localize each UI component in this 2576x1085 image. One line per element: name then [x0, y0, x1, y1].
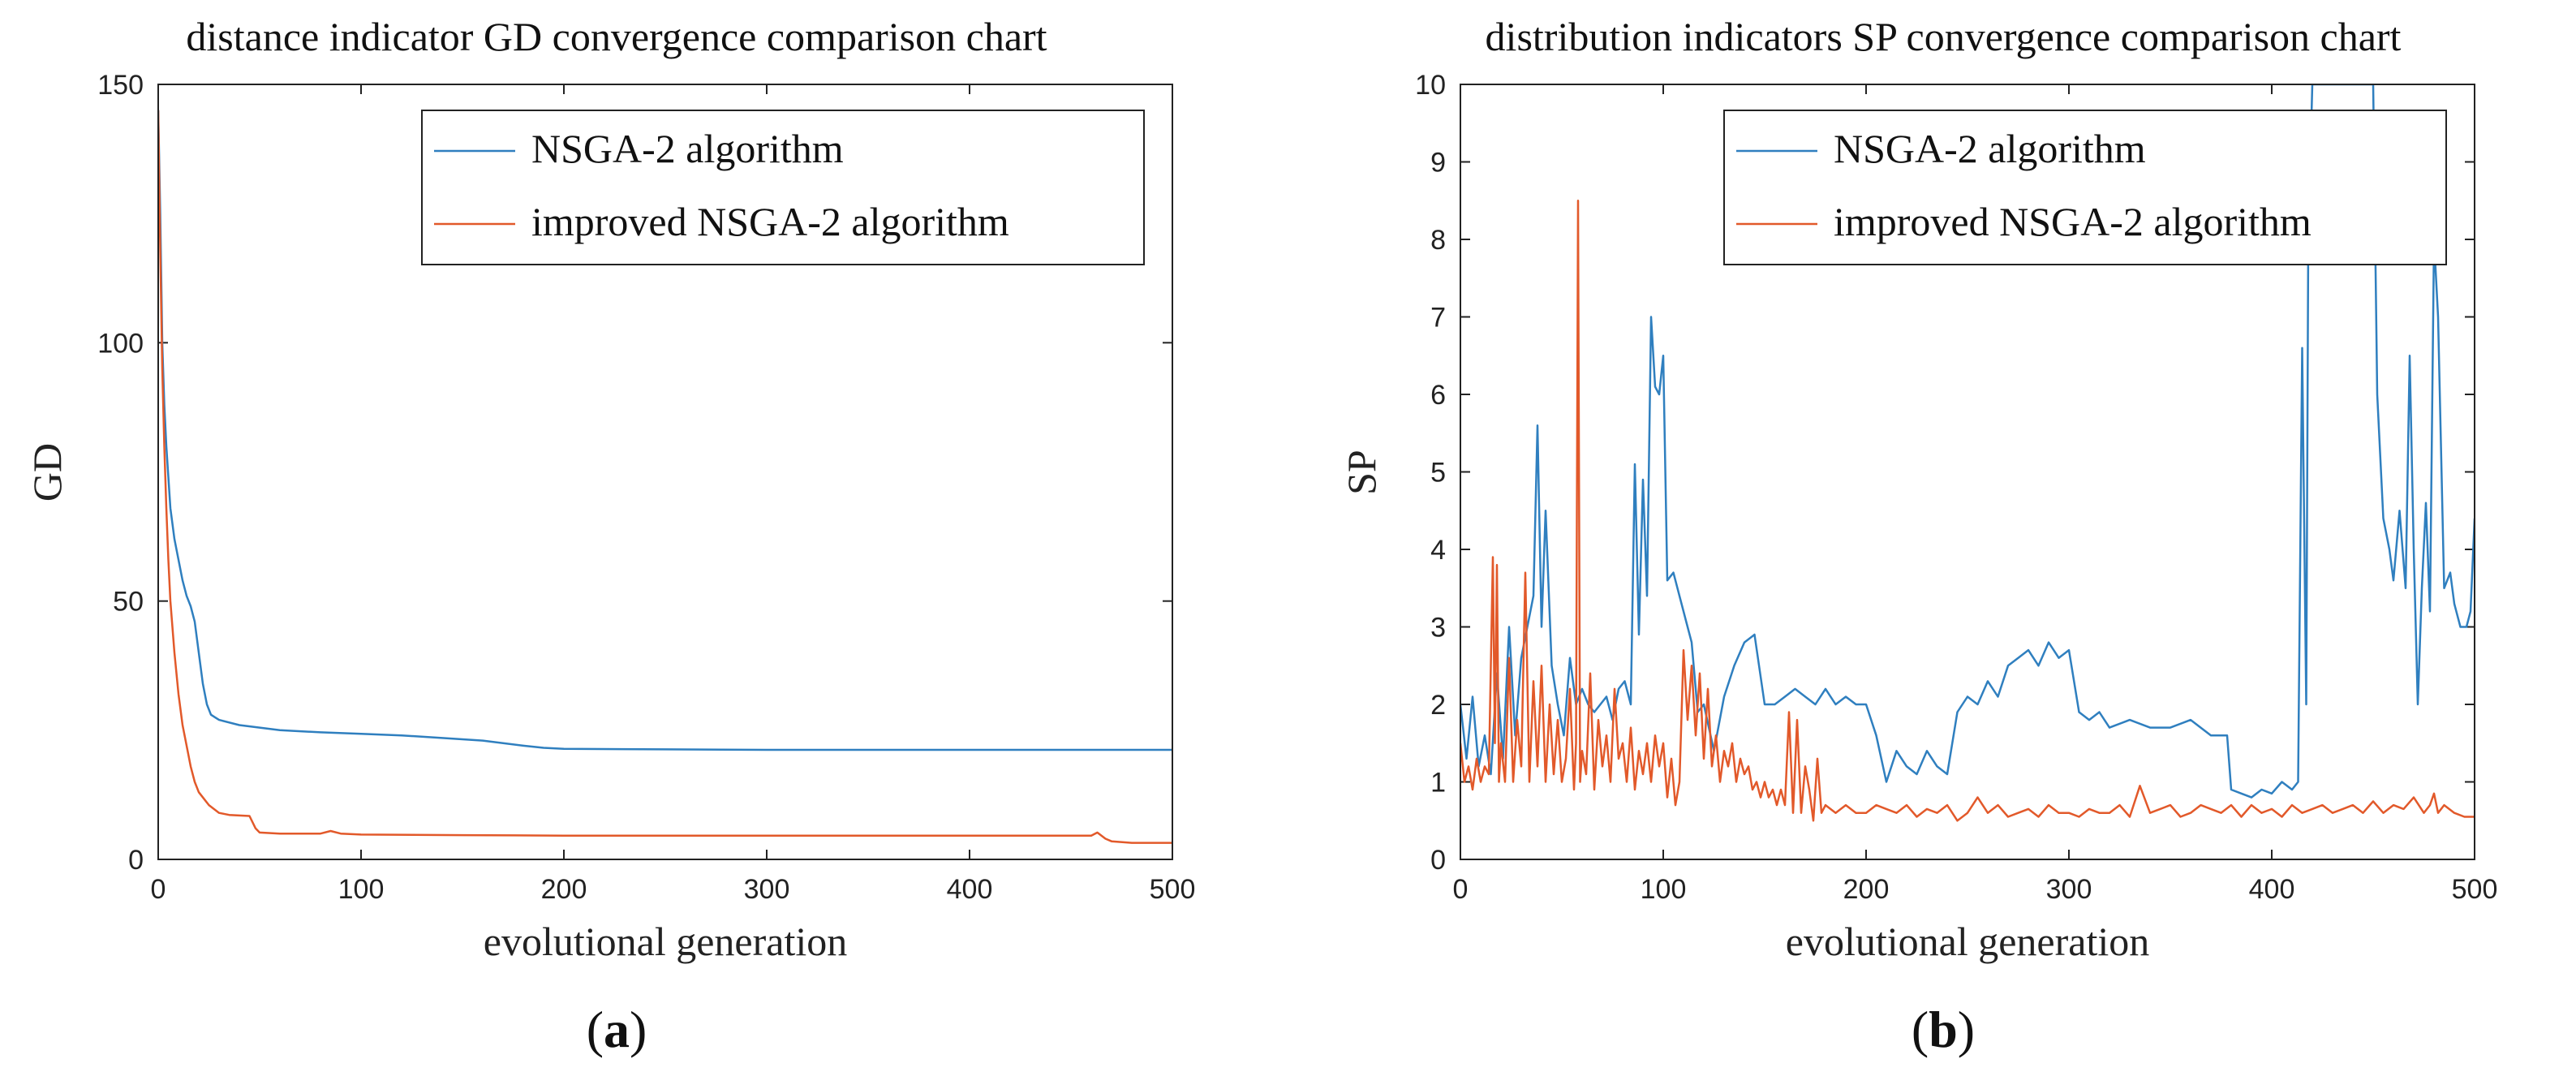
legend-box: [1723, 110, 2447, 265]
chart-title: distance indicator GD convergence compar…: [186, 14, 1047, 59]
x-tick-label: 300: [744, 874, 790, 905]
chart-title: distribution indicators SP convergence c…: [1486, 14, 2402, 59]
y-tick-label: 2: [1430, 690, 1446, 721]
chart-panel-a: distance indicator GD convergence compar…: [24, 14, 1195, 1058]
legend: NSGA-2 algorithm improved NSGA-2 algorit…: [1723, 110, 2447, 265]
y-tick-label: 9: [1430, 148, 1446, 179]
plot-area: [157, 84, 1173, 860]
panel-label-close: ): [1958, 1001, 1975, 1058]
y-tick-label: 0: [1430, 845, 1446, 876]
y-tick-label: 1: [1430, 768, 1446, 799]
x-tick-label: 400: [2249, 874, 2295, 905]
panel-label-close: ): [630, 1001, 647, 1058]
y-tick-label: 50: [113, 587, 144, 618]
plot-area: [1460, 84, 2475, 860]
y-tick-label: 7: [1430, 303, 1446, 334]
y-axis-label: GD: [24, 443, 70, 502]
x-tick-label: 0: [1453, 874, 1469, 905]
x-tick-label: 0: [151, 874, 166, 905]
legend-label-improved: improved NSGA-2 algorithm: [531, 199, 1009, 244]
y-tick-label: 6: [1430, 380, 1446, 411]
legend-label-nsga2: NSGA-2 algorithm: [1834, 126, 2146, 171]
x-tick-label: 100: [338, 874, 385, 905]
panel-label: (a): [587, 1001, 647, 1058]
x-tick-label: 100: [1641, 874, 1687, 905]
x-tick-label: 400: [947, 874, 993, 905]
series-line-nsga2: [158, 110, 1172, 751]
y-tick-label: 0: [128, 845, 144, 876]
x-tick-label: 500: [1150, 874, 1196, 905]
x-axis-label: evolutional generation: [1786, 919, 2149, 964]
x-tick-label: 200: [1843, 874, 1890, 905]
y-axis-label: SP: [1339, 450, 1384, 495]
panel-label-open: (: [587, 1001, 604, 1058]
legend-label-improved: improved NSGA-2 algorithm: [1834, 199, 2312, 244]
x-axis-label: evolutional generation: [484, 919, 847, 964]
panel-label-open: (: [1912, 1001, 1929, 1058]
y-tick-label: 10: [1415, 70, 1446, 101]
y-tick-label: 5: [1430, 458, 1446, 489]
series-line-nsga2: [1460, 84, 2475, 799]
y-tick-label: 3: [1430, 613, 1446, 644]
series-line-improved: [158, 110, 1172, 844]
series-line-improved: [1460, 200, 2475, 822]
x-tick-label: 300: [2046, 874, 2092, 905]
chart-panel-b: distribution indicators SP convergence c…: [1339, 14, 2497, 1058]
y-tick-label: 4: [1430, 535, 1446, 566]
panel-label-letter: a: [604, 1001, 630, 1058]
legend-box: [421, 110, 1145, 265]
x-tick-label: 500: [2452, 874, 2498, 905]
legend: NSGA-2 algorithm improved NSGA-2 algorit…: [421, 110, 1145, 265]
legend-label-nsga2: NSGA-2 algorithm: [531, 126, 844, 171]
x-tick-label: 200: [541, 874, 587, 905]
panel-label-letter: b: [1929, 1001, 1958, 1058]
y-tick-label: 150: [97, 70, 144, 101]
y-tick-label: 100: [97, 328, 144, 359]
panel-label: (b): [1912, 1001, 1975, 1058]
y-tick-label: 8: [1430, 225, 1446, 256]
